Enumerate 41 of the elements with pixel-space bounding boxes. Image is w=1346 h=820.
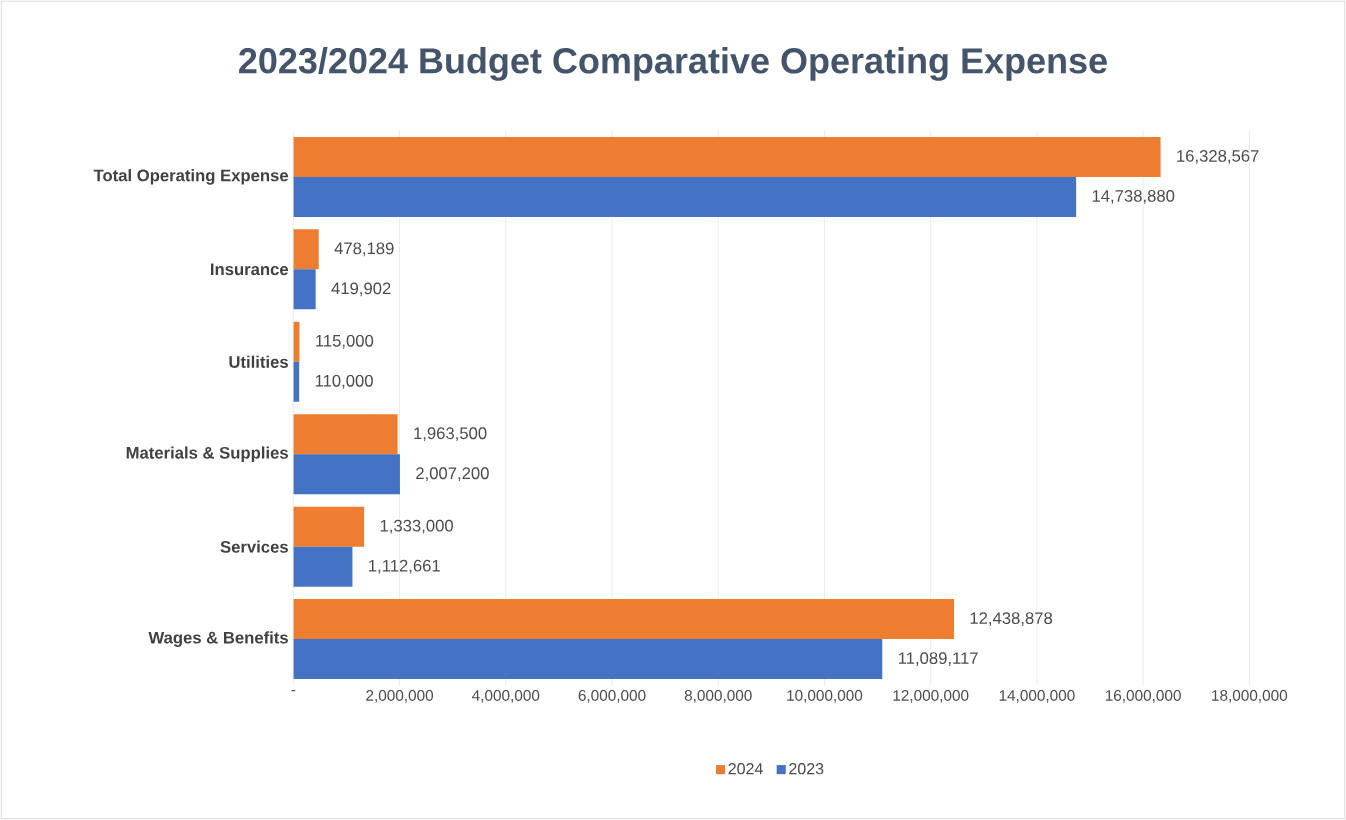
bar (293, 176, 1077, 217)
data-label: 16,328,567 (1177, 150, 1259, 164)
bar (293, 454, 400, 495)
bar (293, 506, 365, 547)
data-label: 419,902 (331, 282, 391, 297)
data-label: 478,189 (334, 242, 394, 257)
data-label: 11,089,117 (898, 652, 978, 666)
chart-title: 2023/2024 Budget Comparative Operating Expense (239, 47, 1107, 81)
data-label: 12,438,878 (970, 612, 1053, 626)
data-label: 110,000 (315, 374, 373, 389)
y-tick-label: Wages & Benefits (148, 631, 288, 647)
legend-label: 2024 (728, 763, 763, 775)
x-tick-label: - (291, 690, 296, 692)
y-tick-label: Utilities (229, 355, 288, 368)
y-tick-label: Total Operating Expense (93, 169, 289, 185)
y-tick-label: Insurance (211, 263, 289, 276)
x-tick-label: 18,000,000 (1212, 690, 1288, 703)
bar (293, 546, 353, 587)
x-tick-label: 12,000,000 (893, 690, 969, 703)
y-tick-label: Materials & Supplies (126, 446, 288, 462)
bar (293, 229, 319, 270)
data-label: 2,007,200 (416, 467, 489, 482)
data-label: 1,112,661 (369, 559, 440, 574)
y-tick-label: Services (220, 540, 288, 553)
x-tick-label: 8,000,000 (684, 690, 752, 703)
bar (293, 639, 883, 680)
data-label: 1,963,500 (414, 427, 487, 442)
x-tick-label: 14,000,000 (999, 690, 1075, 703)
x-tick-label: 6,000,000 (578, 690, 646, 703)
x-tick-label: 4,000,000 (472, 690, 540, 703)
bar (293, 136, 1161, 177)
bar (293, 269, 316, 310)
data-label: 115,000 (316, 334, 374, 349)
x-tick-label: 16,000,000 (1105, 690, 1181, 703)
x-tick-label: 2,000,000 (366, 690, 434, 703)
legend-label: 2023 (789, 763, 824, 775)
data-label: 1,333,000 (380, 519, 453, 534)
x-tick-label: 10,000,000 (787, 690, 863, 703)
bar (293, 414, 398, 455)
bar (293, 599, 954, 640)
data-label: 14,738,880 (1092, 190, 1175, 204)
